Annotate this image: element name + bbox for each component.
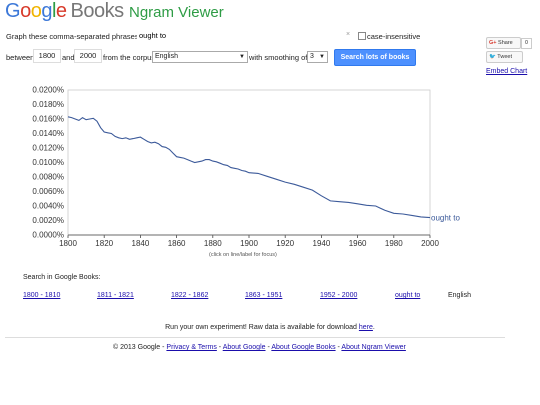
logo-letter: l xyxy=(51,0,56,22)
y-tick-label: 0.0180% xyxy=(32,100,64,109)
twitter-icon: 🐦 xyxy=(489,54,496,60)
year-start-input[interactable]: 1800 xyxy=(33,49,61,63)
clear-icon[interactable]: × xyxy=(346,31,351,38)
smoothing-select[interactable]: 3 ▼ xyxy=(307,51,328,63)
corpus-label: from the corpus xyxy=(103,53,156,62)
raw-data-link[interactable]: here xyxy=(358,324,373,331)
corpus-text: English xyxy=(448,292,471,299)
y-tick-label: 0.0020% xyxy=(32,216,64,225)
x-tick-label: 1980 xyxy=(385,239,403,248)
logo-letter: G xyxy=(5,0,21,22)
share-count: 0 xyxy=(521,38,532,49)
chevron-down-icon: ▼ xyxy=(319,54,325,60)
ngram-chart[interactable]: 0.0000% 0.0020% 0.0040% 0.0060% 0.0080% 0.010… xyxy=(0,80,480,265)
x-tick-label: 1900 xyxy=(240,239,258,248)
logo-letter: g xyxy=(41,0,52,22)
y-tick-label: 0.0060% xyxy=(32,187,64,196)
tweet-label: Tweet xyxy=(497,54,512,60)
case-insensitive-checkbox[interactable] xyxy=(358,32,366,40)
corpus-select[interactable]: English ▼ xyxy=(152,51,248,63)
smoothing-value: 3 xyxy=(310,53,314,60)
footer-separator: - xyxy=(335,344,342,351)
copyright: © 2013 Google - xyxy=(113,344,165,351)
between-label: between xyxy=(6,53,35,62)
y-tick-label: 0.0080% xyxy=(32,173,64,182)
footer-link-privacy[interactable]: Privacy & Terms xyxy=(166,344,217,351)
series-line[interactable] xyxy=(67,116,431,219)
footer-link-about-google[interactable]: About Google xyxy=(222,344,266,351)
range-link[interactable]: 1800 - 1810 xyxy=(23,292,61,299)
case-insensitive-label: case-insensitive xyxy=(367,32,421,41)
chart-note: (click on line/label for focus) xyxy=(209,252,277,258)
series-label[interactable]: ought to xyxy=(431,214,460,223)
y-tick-label: 0.0120% xyxy=(32,144,64,153)
divider xyxy=(5,337,505,338)
share-label: Share xyxy=(498,40,513,46)
x-tick-label: 2000 xyxy=(421,239,439,248)
x-tick-label: 1800 xyxy=(59,239,77,248)
google-plus-share-button[interactable]: G+ Share xyxy=(486,37,521,49)
range-link[interactable]: 1952 - 2000 xyxy=(320,292,358,299)
y-tick-label: 0.0000% xyxy=(32,231,64,240)
search-in-books-label: Search in Google Books: xyxy=(23,274,101,281)
footer: © 2013 Google - Privacy & Terms - About … xyxy=(113,344,406,351)
logo-letter: e xyxy=(55,0,67,22)
smoothing-label: with smoothing of xyxy=(249,53,308,62)
y-tick-label: 0.0160% xyxy=(32,115,64,124)
y-tick-label: 0.0140% xyxy=(32,129,64,138)
google-plus-icon: G+ xyxy=(489,40,497,46)
x-tick-label: 1960 xyxy=(349,239,367,248)
corpus-value: English xyxy=(155,53,178,60)
and-label: and xyxy=(62,53,75,62)
raw-data-sentence: Run your own experiment! Raw data is ava… xyxy=(165,324,357,331)
y-tick-label: 0.0040% xyxy=(32,202,64,211)
logo-letter: o xyxy=(30,0,42,22)
tweet-button[interactable]: 🐦 Tweet xyxy=(486,51,523,63)
phrases-input[interactable] xyxy=(137,30,356,41)
chevron-down-icon: ▼ xyxy=(239,54,245,60)
y-tick-label: 0.0200% xyxy=(32,86,64,95)
y-tick-label: 0.0100% xyxy=(32,158,64,167)
embed-chart-link[interactable]: Embed Chart xyxy=(486,68,528,75)
raw-data-end: . xyxy=(372,324,375,331)
footer-link-about-books[interactable]: About Google Books xyxy=(271,344,336,351)
x-tick-label: 1880 xyxy=(204,239,222,248)
range-link[interactable]: 1863 - 1951 xyxy=(245,292,283,299)
footer-separator: - xyxy=(265,344,272,351)
range-link[interactable]: 1822 - 1862 xyxy=(171,292,209,299)
phrase-link[interactable]: ought to xyxy=(395,292,421,299)
plot-frame xyxy=(67,89,431,236)
x-tick-label: 1860 xyxy=(168,239,186,248)
logo-books: Books xyxy=(70,0,125,22)
range-link[interactable]: 1811 - 1821 xyxy=(97,292,134,299)
year-end-input[interactable]: 2000 xyxy=(74,49,102,63)
x-tick-label: 1840 xyxy=(132,239,150,248)
search-button[interactable]: Search lots of books xyxy=(334,49,416,66)
x-tick-label: 1820 xyxy=(95,239,113,248)
x-tick-label: 1940 xyxy=(313,239,331,248)
footer-separator: - xyxy=(216,344,223,351)
phrases-label: Graph these comma-separated phrases: xyxy=(6,32,141,41)
logo-letter: o xyxy=(20,0,31,22)
raw-data-text: Run your own experiment! Raw data is ava… xyxy=(0,324,540,331)
x-tick-label: 1920 xyxy=(276,239,294,248)
page-title: Ngram Viewer xyxy=(129,4,224,21)
google-books-logo[interactable]: Google Books xyxy=(5,0,124,23)
footer-link-about-ngram[interactable]: About Ngram Viewer xyxy=(341,344,406,351)
